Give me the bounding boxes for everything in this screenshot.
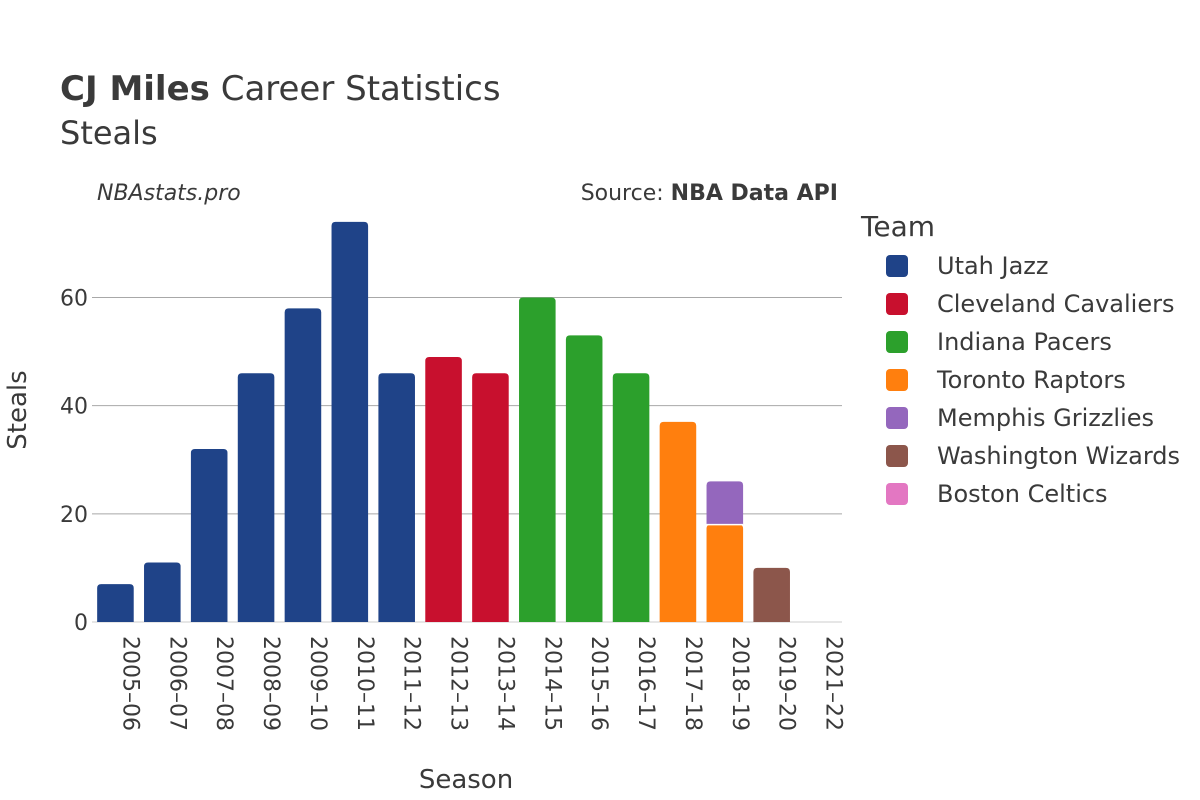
legend-label: Toronto Raptors [936,366,1126,394]
x-tick-label: 2017–18 [680,636,705,731]
title-rest: Career Statistics [210,69,501,109]
chart-subtitle: Steals [60,114,158,152]
x-tick-label: 2008–09 [258,636,283,731]
site-credit: NBAstats.pro [97,181,241,206]
chart-title: CJ Miles Career Statistics [60,69,501,109]
y-axis-title: Steals [3,370,33,449]
legend-label: Cleveland Cavaliers [937,290,1174,318]
legend-swatch [886,369,908,391]
bar-utah-jazz [284,308,322,622]
legend-label: Boston Celtics [937,480,1108,508]
bar-utah-jazz [331,221,369,622]
x-tick-label: 2009–10 [305,636,330,731]
x-tick-label: 2013–14 [492,636,517,731]
source-prefix: Source: [581,181,671,206]
x-tick-label: 2014–15 [539,636,564,731]
x-tick-labels: 2005–06 2006–07 2007–08 2008–09 2009–10 2010–… [117,636,845,731]
legend-swatch [886,407,908,429]
bars [97,221,790,622]
legend-swatch [886,255,908,277]
x-tick-label: 2010–11 [352,636,377,731]
legend: Utah Jazz Cleveland Cavaliers Indiana Pace… [886,252,1180,508]
y-tick-label: 20 [60,503,88,528]
x-tick-label: 2005–06 [117,636,142,731]
title-player: CJ Miles [60,69,210,109]
legend-label: Memphis Grizzlies [937,404,1154,432]
bar-utah-jazz [144,562,181,622]
legend-swatch [886,293,908,315]
bar-indiana-pacers [565,335,603,622]
legend-swatch [886,331,908,353]
x-tick-label: 2021–22 [821,636,846,731]
legend-swatch [886,483,908,505]
bar-washington-wizards [753,567,790,622]
y-tick-label: 40 [60,395,88,420]
x-tick-label: 2007–08 [211,636,236,731]
legend-swatch [886,445,908,467]
y-tick-label: 60 [60,287,88,312]
bar-utah-jazz [97,584,134,622]
bar-cleveland-cavaliers [425,357,462,622]
bar-memphis-grizzlies [706,481,744,525]
legend-label: Utah Jazz [937,252,1049,280]
legend-title: Team [860,210,935,243]
x-tick-label: 2019–20 [774,636,799,731]
x-tick-label: 2006–07 [164,636,189,731]
bar-utah-jazz [190,448,228,622]
source-name: NBA Data API [671,181,838,206]
bar-indiana-pacers [519,297,556,622]
bar-utah-jazz [378,373,415,622]
x-tick-label: 2015–16 [586,636,611,731]
source-credit: Source: NBA Data API [581,181,838,206]
legend-label: Indiana Pacers [937,328,1112,356]
bar-utah-jazz [237,373,275,622]
x-axis-title: Season [419,765,513,795]
y-tick-label: 0 [74,611,88,636]
bar-toronto-raptors [659,421,697,622]
y-tick-labels: 0 20 40 60 [60,287,88,636]
x-tick-label: 2012–13 [446,636,471,731]
bar-indiana-pacers [612,373,650,622]
x-tick-label: 2016–17 [633,636,658,731]
x-tick-label: 2018–19 [727,636,752,731]
x-tick-label: 2011–12 [399,636,424,731]
bar-cleveland-cavaliers [472,373,509,622]
legend-label: Washington Wizards [937,442,1180,470]
bar-toronto-raptors [706,524,744,622]
